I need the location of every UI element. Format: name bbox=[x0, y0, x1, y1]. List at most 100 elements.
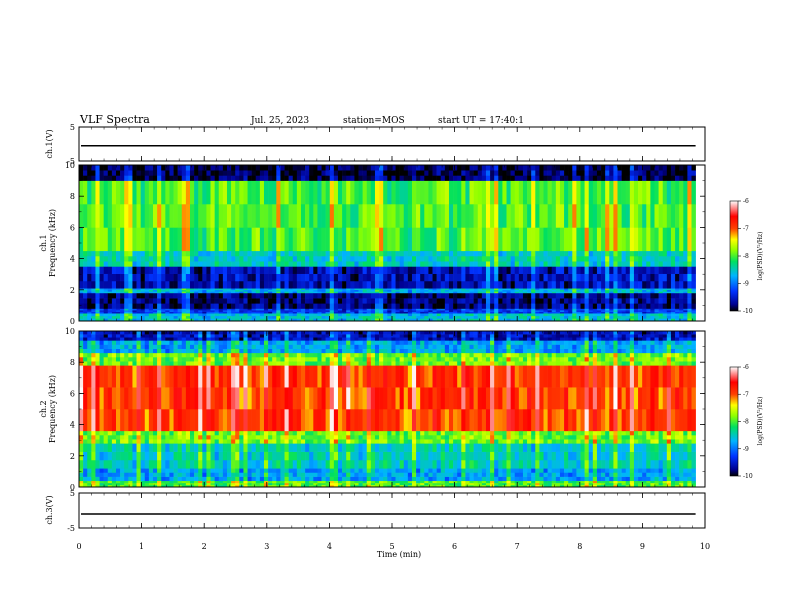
spectrogram-cell bbox=[416, 298, 421, 304]
spectrogram-cell bbox=[169, 288, 174, 291]
spectrogram-cell bbox=[305, 261, 310, 267]
spectrogram-cell bbox=[169, 280, 174, 289]
spectrogram-cell bbox=[465, 227, 470, 252]
spectrogram-cell bbox=[354, 204, 359, 228]
spectrogram-cell bbox=[440, 266, 446, 274]
spectrogram-cell bbox=[675, 280, 680, 289]
spectrogram-cell bbox=[95, 480, 100, 484]
spectrogram-cell bbox=[99, 484, 104, 488]
spectrogram-cell bbox=[173, 409, 178, 432]
spectrogram-cell bbox=[206, 430, 211, 436]
spectrogram-cell bbox=[670, 273, 676, 282]
spectrogram-cell bbox=[120, 303, 125, 309]
spectrogram-cell bbox=[198, 280, 203, 289]
spectrogram-cell bbox=[276, 443, 281, 452]
spectrogram-cell bbox=[350, 292, 355, 299]
spectrogram-cell bbox=[214, 480, 220, 484]
spectrogram-cell bbox=[132, 315, 137, 319]
spectrogram-cell bbox=[218, 318, 224, 322]
spectrogram-cell bbox=[79, 280, 84, 289]
spectrogram-cell bbox=[214, 310, 220, 312]
spectrogram-cell bbox=[296, 337, 302, 341]
spectrogram-cell bbox=[321, 313, 326, 317]
spectrogram-cell bbox=[218, 337, 224, 341]
spectrogram-cell bbox=[374, 273, 380, 282]
spectrogram-cell bbox=[428, 273, 433, 282]
spectrogram-cell bbox=[444, 308, 450, 311]
spectrogram-cell bbox=[239, 443, 244, 452]
spectrogram-cell bbox=[605, 289, 610, 292]
spectrogram-cell bbox=[576, 289, 581, 292]
spectrogram-cell bbox=[362, 291, 368, 294]
spectrogram-cell bbox=[173, 331, 178, 335]
spectrogram-cell bbox=[465, 292, 470, 299]
spectrogram-cell bbox=[259, 315, 265, 319]
spectrogram-cell bbox=[374, 250, 380, 257]
spectrogram-cell bbox=[239, 480, 244, 484]
spectrogram-cell bbox=[411, 273, 417, 282]
spectrogram-cell bbox=[99, 292, 104, 299]
spectrogram-cell bbox=[161, 334, 166, 338]
spectrogram-cell bbox=[136, 484, 141, 488]
spectrogram-cell bbox=[453, 175, 458, 181]
spectrogram-cell bbox=[247, 409, 252, 432]
spectrogram-cell bbox=[510, 227, 516, 252]
spectrogram-cell bbox=[99, 289, 104, 292]
spectrogram-cell bbox=[613, 318, 618, 322]
spectrogram-cell bbox=[292, 310, 298, 312]
spectrogram-cell bbox=[198, 439, 203, 444]
spectrogram-cell bbox=[99, 175, 104, 181]
spectrogram-cell bbox=[313, 352, 318, 358]
spectrogram-cell bbox=[288, 352, 294, 358]
spectrogram-cell bbox=[194, 451, 199, 461]
spectrogram-cell bbox=[87, 331, 92, 335]
spectrogram-cell bbox=[629, 280, 635, 289]
spectrogram-cell bbox=[514, 204, 520, 228]
spectrogram-cell bbox=[194, 291, 199, 294]
spectrogram-cell bbox=[292, 334, 298, 338]
spectrogram-cell bbox=[99, 472, 104, 477]
spectrogram-cell bbox=[284, 165, 289, 171]
spectrogram-cell bbox=[83, 451, 88, 461]
spectrogram-cell bbox=[243, 227, 248, 252]
spectrogram-cell bbox=[670, 298, 676, 304]
spectrogram-cell bbox=[91, 439, 96, 444]
spectrogram-cell bbox=[144, 180, 150, 205]
spectrogram-cell bbox=[490, 289, 495, 292]
spectrogram-cell bbox=[280, 430, 285, 436]
spectrogram-cell bbox=[87, 266, 92, 274]
spectrogram-cell bbox=[362, 315, 368, 319]
spectrogram-cell bbox=[605, 292, 610, 299]
spectrogram-cell bbox=[120, 468, 125, 473]
spectrogram-cell bbox=[305, 439, 310, 444]
spectrogram-cell bbox=[625, 180, 631, 205]
spectrogram-cell bbox=[128, 439, 133, 444]
spectrogram-cell bbox=[263, 308, 269, 311]
spectrogram-cell bbox=[411, 266, 417, 274]
spectrogram-cell bbox=[605, 313, 610, 317]
spectrogram-cell bbox=[144, 291, 150, 294]
spectrogram-cell bbox=[370, 273, 376, 282]
spectrogram-cell bbox=[411, 310, 417, 312]
spectrogram-cell bbox=[87, 435, 92, 440]
spectrogram-cell bbox=[477, 315, 483, 319]
spectrogram-cell bbox=[87, 340, 92, 345]
spectrogram-cell bbox=[169, 204, 174, 228]
spectrogram-cell bbox=[440, 315, 446, 319]
spectrogram-cell bbox=[226, 298, 232, 304]
spectrogram-cell bbox=[354, 250, 359, 257]
spectrogram-cell bbox=[259, 472, 265, 477]
spectrogram-cell bbox=[559, 175, 565, 181]
spectrogram-cell bbox=[136, 308, 141, 311]
spectrogram-cell bbox=[91, 289, 96, 292]
spectrogram-cell bbox=[189, 298, 195, 304]
spectrogram-cell bbox=[506, 175, 511, 181]
spectrogram-cell bbox=[662, 308, 668, 311]
spectrogram-cell bbox=[144, 357, 150, 362]
spectrogram-cell bbox=[189, 310, 195, 312]
spectrogram-cell bbox=[317, 311, 322, 314]
spectrogram-cell bbox=[461, 289, 466, 292]
spectrogram-cell bbox=[185, 472, 191, 477]
spectrogram-cell bbox=[165, 337, 170, 341]
spectrogram-cell bbox=[235, 288, 240, 291]
